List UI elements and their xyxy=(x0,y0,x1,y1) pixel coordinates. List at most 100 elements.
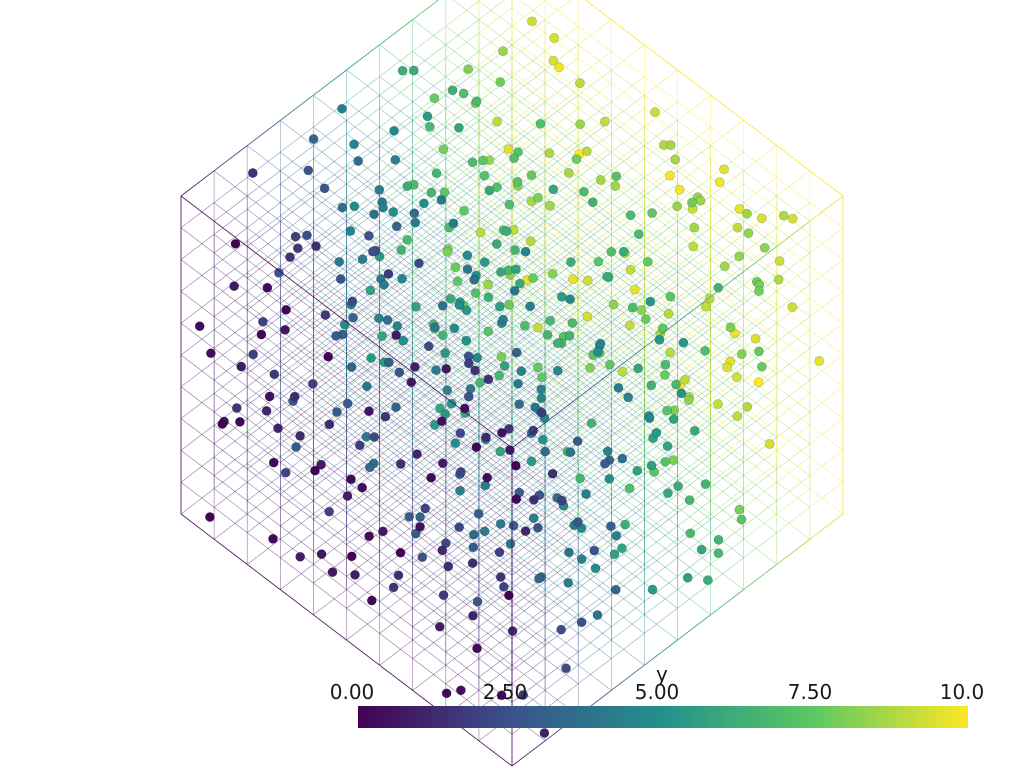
scatter-point xyxy=(292,243,303,254)
scatter-point xyxy=(379,279,389,290)
scatter-point xyxy=(602,271,612,282)
scatter-point xyxy=(496,427,507,438)
scatter-point xyxy=(503,144,514,155)
scatter-point xyxy=(454,300,465,310)
scatter-point xyxy=(501,226,512,237)
scatter-point xyxy=(660,456,671,467)
scatter-point xyxy=(549,33,560,43)
scatter-point xyxy=(494,370,505,381)
scatter-point xyxy=(377,526,388,537)
scatter-point xyxy=(674,184,685,195)
scatter-point xyxy=(349,139,359,150)
scatter-point xyxy=(230,238,241,249)
scatter-point xyxy=(472,643,482,654)
scatter-point xyxy=(536,407,547,418)
scatter-point xyxy=(378,202,388,213)
scatter-point xyxy=(575,78,585,89)
scatter-point xyxy=(248,349,259,360)
scatter-point xyxy=(595,338,606,349)
scatter-point xyxy=(369,209,379,220)
scatter-point xyxy=(528,425,539,436)
scatter-point xyxy=(554,62,564,73)
scatter-point xyxy=(566,257,576,267)
scatter-point xyxy=(437,458,448,469)
scatter-point xyxy=(511,494,522,505)
scatter-point xyxy=(548,184,559,195)
scatter-point xyxy=(410,217,421,228)
scatter-point xyxy=(494,301,505,312)
scatter-point xyxy=(281,304,291,315)
scatter-point xyxy=(606,246,617,257)
scatter-point xyxy=(736,514,747,525)
scatter-point xyxy=(604,473,615,484)
scatter-point xyxy=(511,264,521,275)
scatter-point xyxy=(483,279,493,290)
scatter-point xyxy=(285,252,295,262)
scatter-point xyxy=(361,381,372,392)
scatter-point xyxy=(404,511,415,522)
scatter-point xyxy=(590,563,601,574)
scatter-point xyxy=(366,595,377,606)
scatter-point xyxy=(323,351,334,362)
scatter-point xyxy=(229,281,239,291)
scatter-point xyxy=(520,526,531,536)
scatter-point xyxy=(327,567,338,577)
scatter-point xyxy=(440,348,451,359)
scatter-point xyxy=(409,361,420,372)
scatter-point xyxy=(308,134,319,144)
scatter-point xyxy=(548,55,559,66)
scatter-point xyxy=(754,286,764,296)
scatter-point xyxy=(778,210,789,221)
scatter-point xyxy=(624,483,635,494)
scatter-point xyxy=(483,292,494,303)
scatter-point xyxy=(507,626,518,636)
scatter-point xyxy=(446,398,457,409)
scatter-point xyxy=(461,305,472,316)
scatter-point xyxy=(510,460,521,471)
scatter-point xyxy=(611,530,622,541)
scatter-point xyxy=(289,391,300,402)
scatter-point xyxy=(552,365,563,376)
colorbar-tick-1: 2.50 xyxy=(482,680,528,704)
scatter-point xyxy=(599,116,610,127)
scatter-point xyxy=(264,391,275,402)
scatter-point xyxy=(349,201,360,212)
scatter-point xyxy=(542,329,553,340)
scatter-point xyxy=(397,273,407,284)
scatter-point xyxy=(495,77,506,87)
scatter-point xyxy=(579,186,589,197)
scatter-point xyxy=(516,366,527,377)
scatter-point xyxy=(618,246,629,257)
scatter-point xyxy=(533,192,543,203)
scatter-point xyxy=(324,419,335,430)
scatter-point xyxy=(395,547,406,558)
scatter-point xyxy=(742,208,752,219)
scatter-point xyxy=(413,258,424,269)
scatter-point xyxy=(411,301,421,312)
scatter-point xyxy=(406,377,417,388)
scatter-point xyxy=(547,268,558,279)
scatter-point xyxy=(561,663,571,674)
scatter-point xyxy=(382,315,393,325)
scatter-point xyxy=(672,201,682,212)
scatter-point xyxy=(535,118,546,129)
scatter-point xyxy=(499,361,510,371)
scatter-point xyxy=(734,204,745,214)
scatter-point xyxy=(374,184,385,195)
scatter-point xyxy=(537,372,547,382)
scatter-point xyxy=(345,226,356,236)
scatter-point xyxy=(504,199,515,210)
scatter-point xyxy=(217,419,228,429)
scatter-point xyxy=(498,582,509,592)
scatter-point xyxy=(645,296,656,307)
scatter-point xyxy=(231,403,242,413)
scatter-point xyxy=(455,485,465,496)
scatter-point xyxy=(625,210,636,221)
scatter-point xyxy=(422,111,433,122)
scatter-point xyxy=(424,121,435,132)
scatter-point xyxy=(713,534,724,545)
scatter-point xyxy=(412,449,422,459)
scatter-point xyxy=(429,93,440,104)
scatter-point xyxy=(397,65,408,76)
